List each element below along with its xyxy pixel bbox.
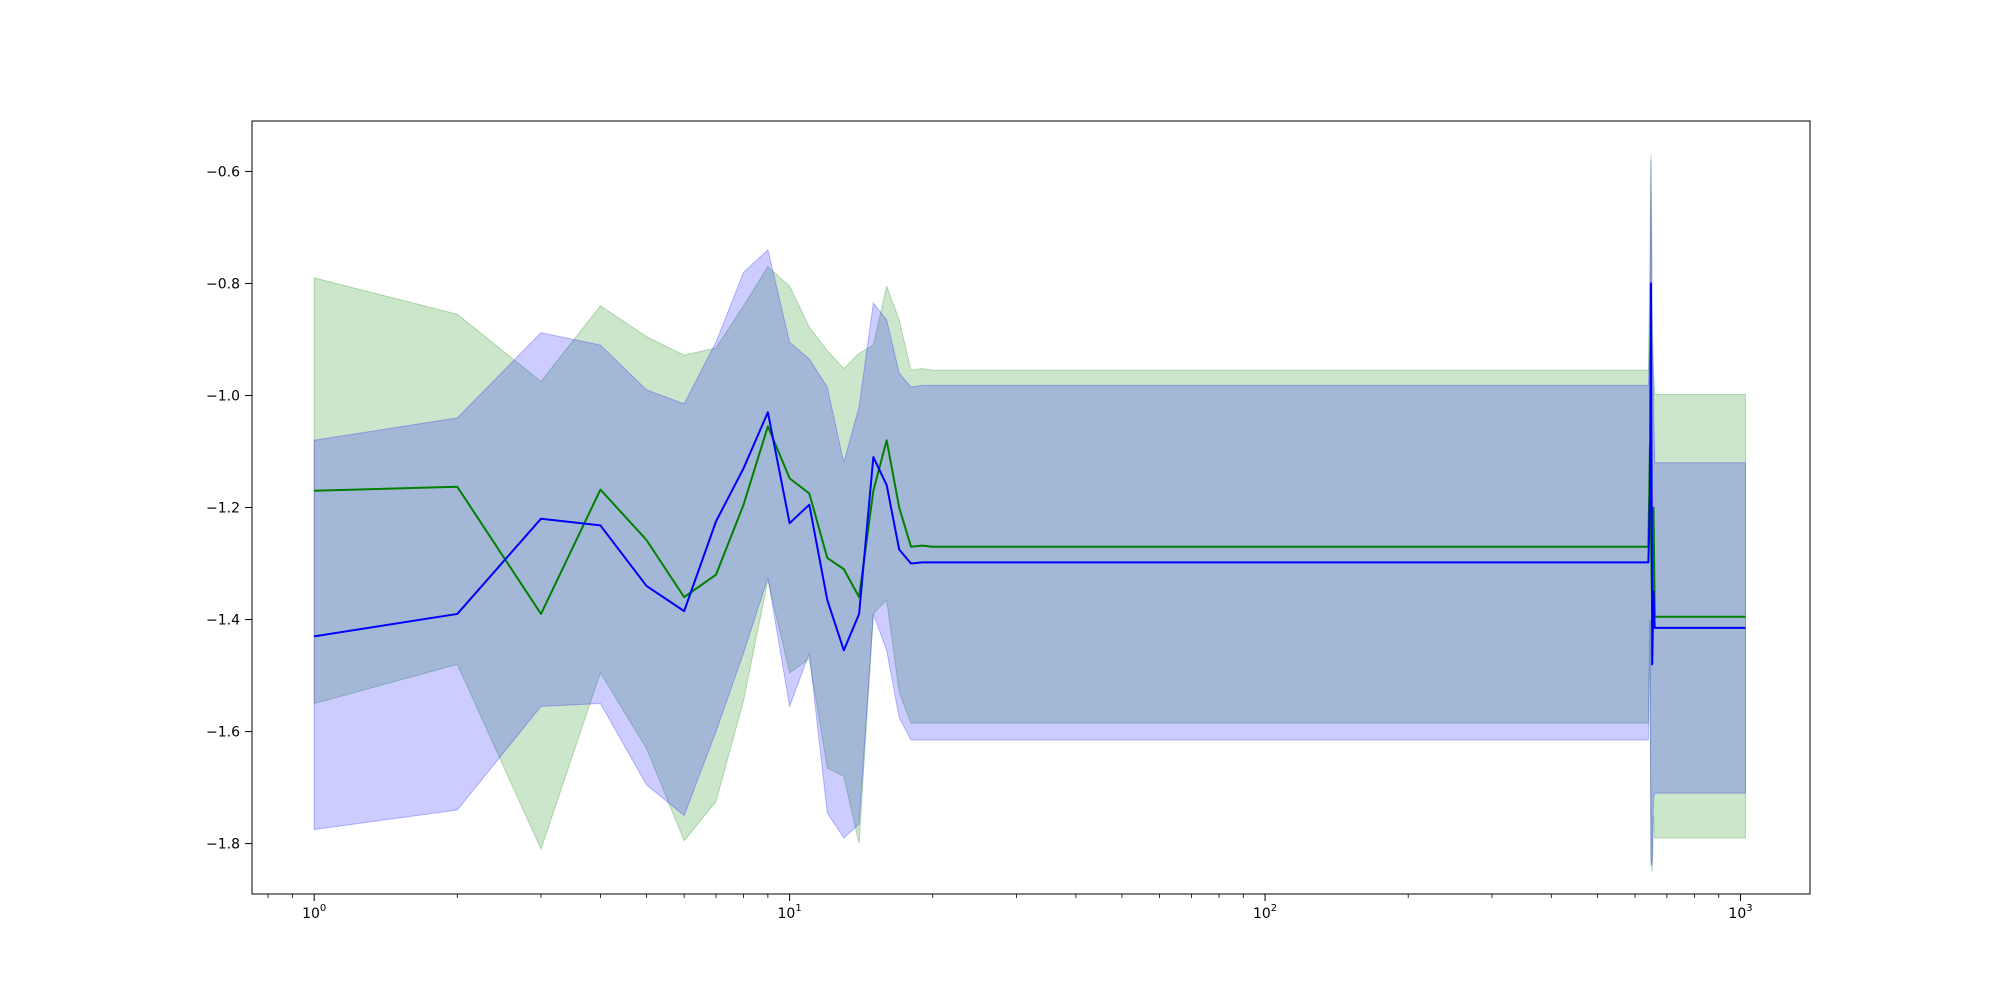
y-tick-label-4: −1.4 xyxy=(206,613,240,629)
x-tick-label-3: 103 xyxy=(1728,903,1752,922)
y-tick-label-1: −0.8 xyxy=(206,276,240,292)
series-lines xyxy=(314,282,1746,666)
y-tick-label-5: −1.6 xyxy=(206,725,240,741)
x-axis: 100 101 102 103 xyxy=(267,894,1753,922)
confidence-band-0 xyxy=(313,154,1746,872)
series-line-1 xyxy=(314,282,1746,666)
x-tick-label-0: 100 xyxy=(302,903,326,922)
y-tick-label-2: −1.0 xyxy=(206,388,240,404)
x-tick-label-1: 101 xyxy=(778,903,802,922)
y-tick-label-0: −0.6 xyxy=(206,164,240,180)
confidence-bands xyxy=(313,154,1746,872)
confidence-band-1 xyxy=(313,160,1746,867)
y-tick-label-6: −1.8 xyxy=(206,837,240,853)
y-tick-label-3: −1.2 xyxy=(206,501,240,517)
x-tick-label-2: 102 xyxy=(1253,903,1277,922)
y-axis: −0.6 −0.8 −1.0 −1.2 −1.4 −1.6 −1.8 xyxy=(206,164,252,853)
